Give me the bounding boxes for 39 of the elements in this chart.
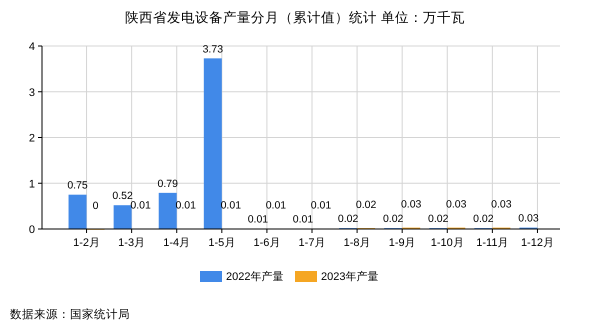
data-label: 0.02 [428, 213, 449, 226]
x-tick-label: 1-6月 [253, 237, 280, 249]
data-label: 0.79 [158, 178, 178, 190]
x-tick-label: 1-12月 [520, 237, 554, 249]
x-tick-label: 1-4月 [163, 237, 190, 249]
data-label: 0 [92, 200, 99, 212]
data-label: 0.02 [338, 213, 358, 226]
data-label: 0.01 [292, 214, 314, 226]
y-tick-label: 3 [28, 86, 35, 99]
x-tick-label: 1-9月 [388, 237, 416, 249]
y-tick-label: 1 [28, 178, 35, 190]
data-label: 0.03 [446, 198, 467, 211]
chart-title: 陕西省发电设备产量分月（累计值）统计 单位：万千瓦 [125, 10, 465, 25]
data-label: 0.02 [356, 199, 376, 212]
y-tick-label: 2 [28, 132, 35, 144]
legend-label: 2023年产量 [321, 270, 378, 283]
data-label: 0.01 [130, 200, 152, 212]
x-tick-label: 1-7月 [298, 237, 326, 249]
x-tick-label: 1-3月 [118, 237, 146, 249]
legend-label: 2022年产量 [226, 270, 284, 283]
data-label: 0.01 [310, 200, 332, 212]
x-tick-label: 1-5月 [208, 237, 236, 249]
data-label: 0.01 [248, 214, 268, 226]
x-tick-label: 1-10月 [430, 237, 464, 249]
data-label: 0.03 [518, 212, 539, 225]
data-label: 0.03 [491, 198, 512, 211]
data-label: 0.75 [67, 180, 88, 192]
x-tick-label: 1-2月 [73, 237, 100, 249]
source-note: 数据来源：国家统计局 [10, 307, 130, 321]
y-tick-label: 4 [28, 41, 35, 53]
x-tick-label: 1-8月 [344, 237, 371, 249]
data-label: 0.02 [473, 213, 494, 226]
data-label: 0.01 [266, 200, 286, 212]
x-tick-label: 1-11月 [476, 237, 508, 249]
data-label: 0.03 [400, 198, 422, 211]
y-tick-label: 0 [28, 224, 35, 236]
data-label: 3.73 [202, 43, 224, 56]
data-label: 0.02 [382, 213, 404, 226]
data-label: 0.52 [112, 190, 134, 202]
